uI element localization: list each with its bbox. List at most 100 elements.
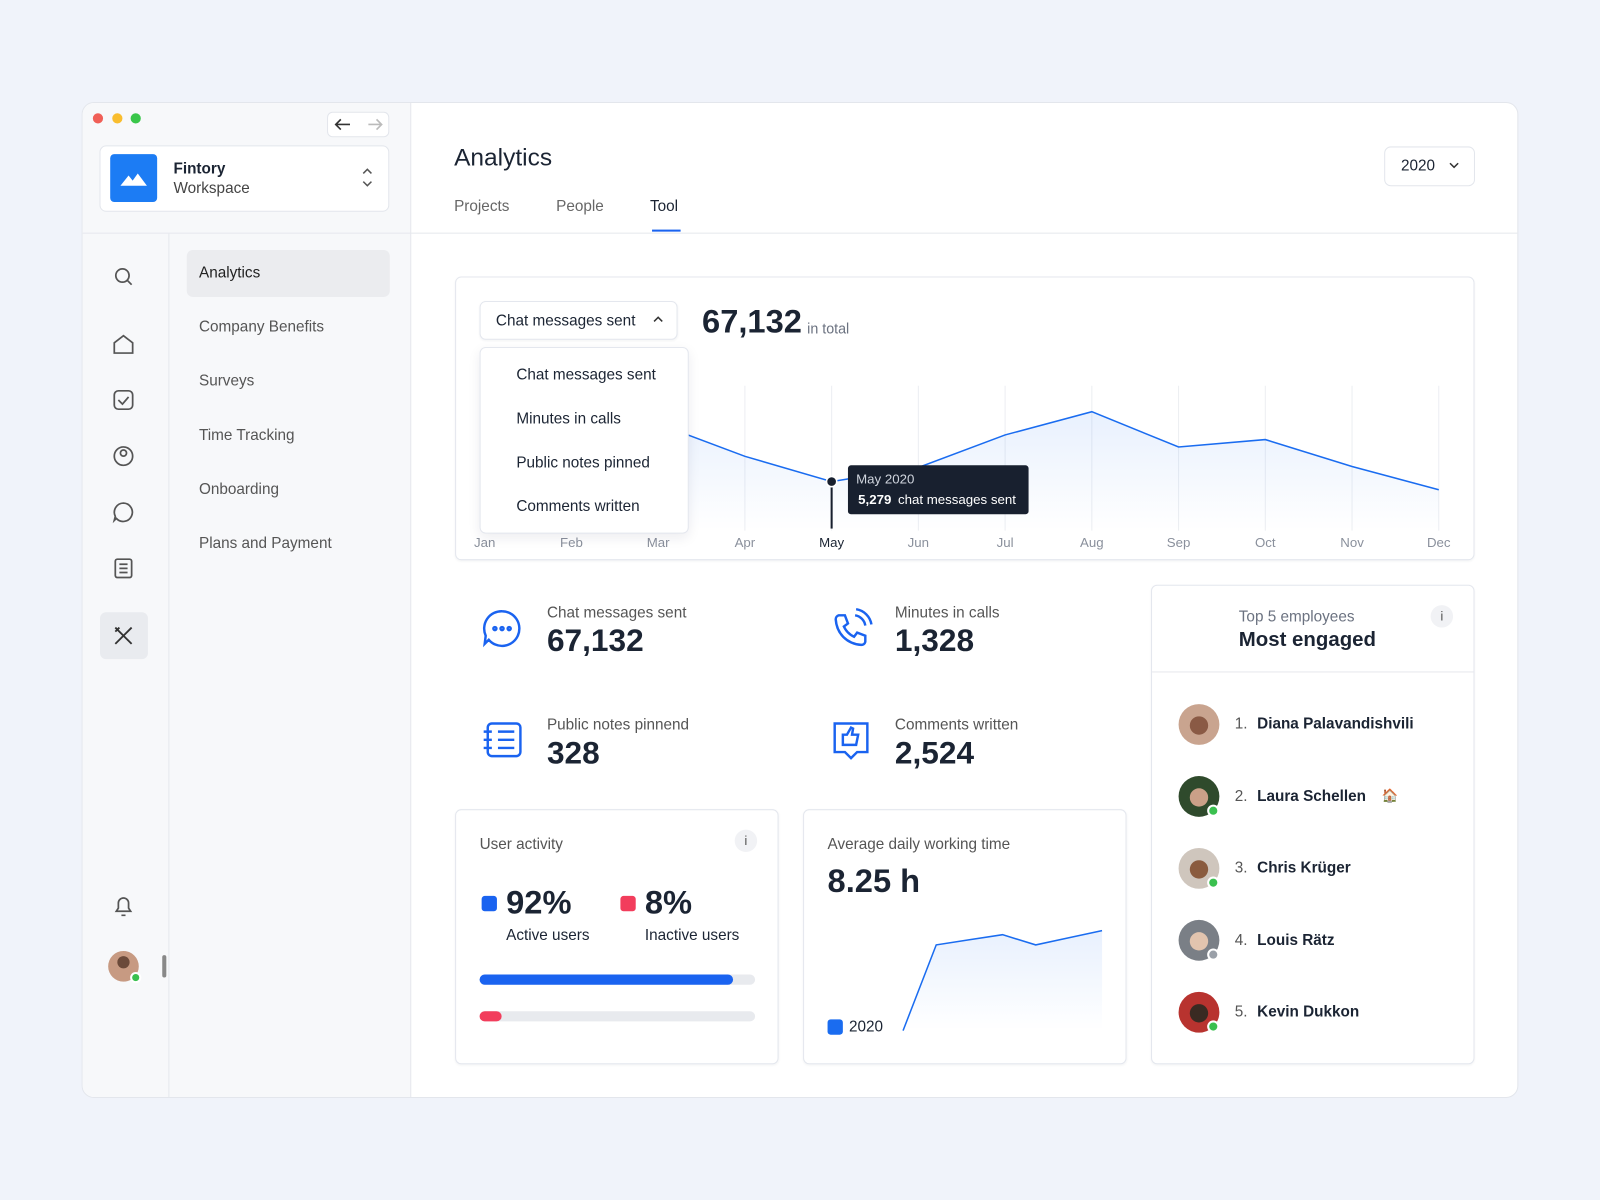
- search-icon[interactable]: [114, 268, 130, 284]
- dot: [492, 625, 498, 632]
- active-menu-item[interactable]: [186, 249, 390, 297]
- check: [117, 396, 130, 406]
- x-tick-label: Sep: [1167, 535, 1191, 550]
- dropdown-option[interactable]: Chat messages sent: [516, 366, 656, 384]
- stat-value: 67,132: [546, 622, 644, 659]
- profile-icon[interactable]: [113, 446, 134, 467]
- rail-icons: [112, 268, 134, 917]
- card-subtitle: Top 5 employees: [1238, 608, 1355, 626]
- dot: [499, 625, 505, 632]
- total-suffix: in total: [807, 320, 850, 337]
- notes-icon[interactable]: [114, 558, 133, 579]
- menu-item[interactable]: Surveys: [198, 372, 255, 390]
- dropdown-option[interactable]: Minutes in calls: [516, 410, 621, 428]
- logo-mark: [120, 173, 147, 186]
- bar: [479, 974, 734, 985]
- top-employees-card: [1151, 584, 1475, 1065]
- nav-buttons[interactable]: [327, 111, 390, 138]
- home-icon[interactable]: [113, 334, 134, 354]
- close-dot[interactable]: [92, 113, 104, 124]
- menu-item[interactable]: Time Tracking: [198, 426, 295, 444]
- line: [902, 929, 1103, 1031]
- bell-icon[interactable]: [114, 897, 133, 917]
- working-time-value: 8.25 h: [827, 862, 921, 899]
- metric-select-label: Chat messages sent: [495, 312, 636, 330]
- dropdown-option[interactable]: Comments written: [516, 497, 640, 516]
- menu-item[interactable]: Plans and Payment: [198, 534, 332, 553]
- tab[interactable]: Tool: [649, 197, 679, 216]
- x-tick-label: Nov: [1340, 535, 1364, 550]
- status: [1207, 1020, 1220, 1033]
- stat-label: Public notes pinnend: [546, 716, 690, 734]
- lines: [483, 730, 515, 750]
- value-label: 8%: [644, 883, 693, 921]
- user-activity-card: [455, 809, 779, 1065]
- tab[interactable]: People: [556, 197, 604, 216]
- x-tick-label: Aug: [1080, 535, 1104, 550]
- menu-item[interactable]: Onboarding: [198, 480, 279, 498]
- info-button[interactable]: i: [734, 829, 758, 853]
- thumb: [841, 725, 860, 747]
- avatar-face: [1189, 932, 1209, 951]
- category-label: Inactive users: [644, 926, 740, 944]
- stat-value: 1,328: [894, 622, 975, 659]
- info-button[interactable]: i: [1430, 605, 1454, 628]
- year[interactable]: 2020: [1401, 157, 1436, 175]
- x-tick-label: Jun: [908, 535, 929, 550]
- workspace-subtitle: Workspace: [173, 179, 250, 197]
- head: [119, 449, 128, 457]
- tab[interactable]: Projects: [454, 197, 510, 216]
- legend-swatch: [481, 895, 497, 912]
- workspace-card[interactable]: [99, 145, 390, 212]
- card-title: User activity: [479, 835, 563, 854]
- x-tick-label: Jan: [474, 535, 495, 550]
- metric-select[interactable]: [479, 301, 678, 340]
- x-tick-label: May: [819, 535, 844, 550]
- resize-handle[interactable]: [162, 955, 167, 978]
- menu-item[interactable]: Company Benefits: [198, 318, 325, 336]
- chat-stat-icon: [482, 609, 521, 648]
- total-value: 67,132: [702, 303, 802, 340]
- tab-underline: [652, 229, 681, 232]
- status: [1207, 804, 1220, 817]
- zoom-dot[interactable]: [130, 113, 141, 124]
- stat-label: Minutes in calls: [894, 604, 1000, 622]
- menu-item[interactable]: Analytics: [198, 264, 261, 282]
- card-divider: [1152, 671, 1474, 673]
- icon-rail: [83, 233, 170, 1097]
- x-tick-label: Mar: [647, 535, 670, 550]
- employee-name: Chris Krüger: [1257, 859, 1351, 877]
- forward-arrow[interactable]: [368, 118, 383, 131]
- chat-icon[interactable]: [112, 502, 134, 524]
- employee-rank: 3.: [1234, 859, 1248, 877]
- minimize-dot[interactable]: [112, 113, 123, 124]
- legend-label: 2020: [848, 1018, 884, 1036]
- switch-icon[interactable]: [362, 168, 372, 187]
- employee-badge: 🏠: [1381, 787, 1399, 803]
- employee-rank: 5.: [1234, 1003, 1248, 1021]
- avatar-face: [1189, 788, 1209, 807]
- avatar-face: [1189, 716, 1209, 735]
- employee-rank: 2.: [1234, 787, 1248, 805]
- year-select[interactable]: [1384, 146, 1475, 187]
- hover-point: [825, 475, 838, 488]
- workspace-name: Fintory: [173, 160, 226, 178]
- divider: [82, 232, 1518, 234]
- stat-value: 328: [546, 734, 600, 771]
- dropdown-option[interactable]: Public notes pinned: [516, 454, 650, 472]
- back-arrow[interactable]: [334, 118, 350, 131]
- phone-stat-icon: [834, 607, 873, 647]
- card-title: Most engaged: [1238, 628, 1376, 652]
- chevron: [1449, 162, 1459, 169]
- tasks-icon[interactable]: [113, 389, 134, 411]
- workspace-logo: [110, 154, 158, 203]
- employee-name: Diana Palavandishvili: [1257, 715, 1414, 733]
- category-label: Active users: [506, 926, 590, 944]
- legend-swatch: [620, 895, 636, 912]
